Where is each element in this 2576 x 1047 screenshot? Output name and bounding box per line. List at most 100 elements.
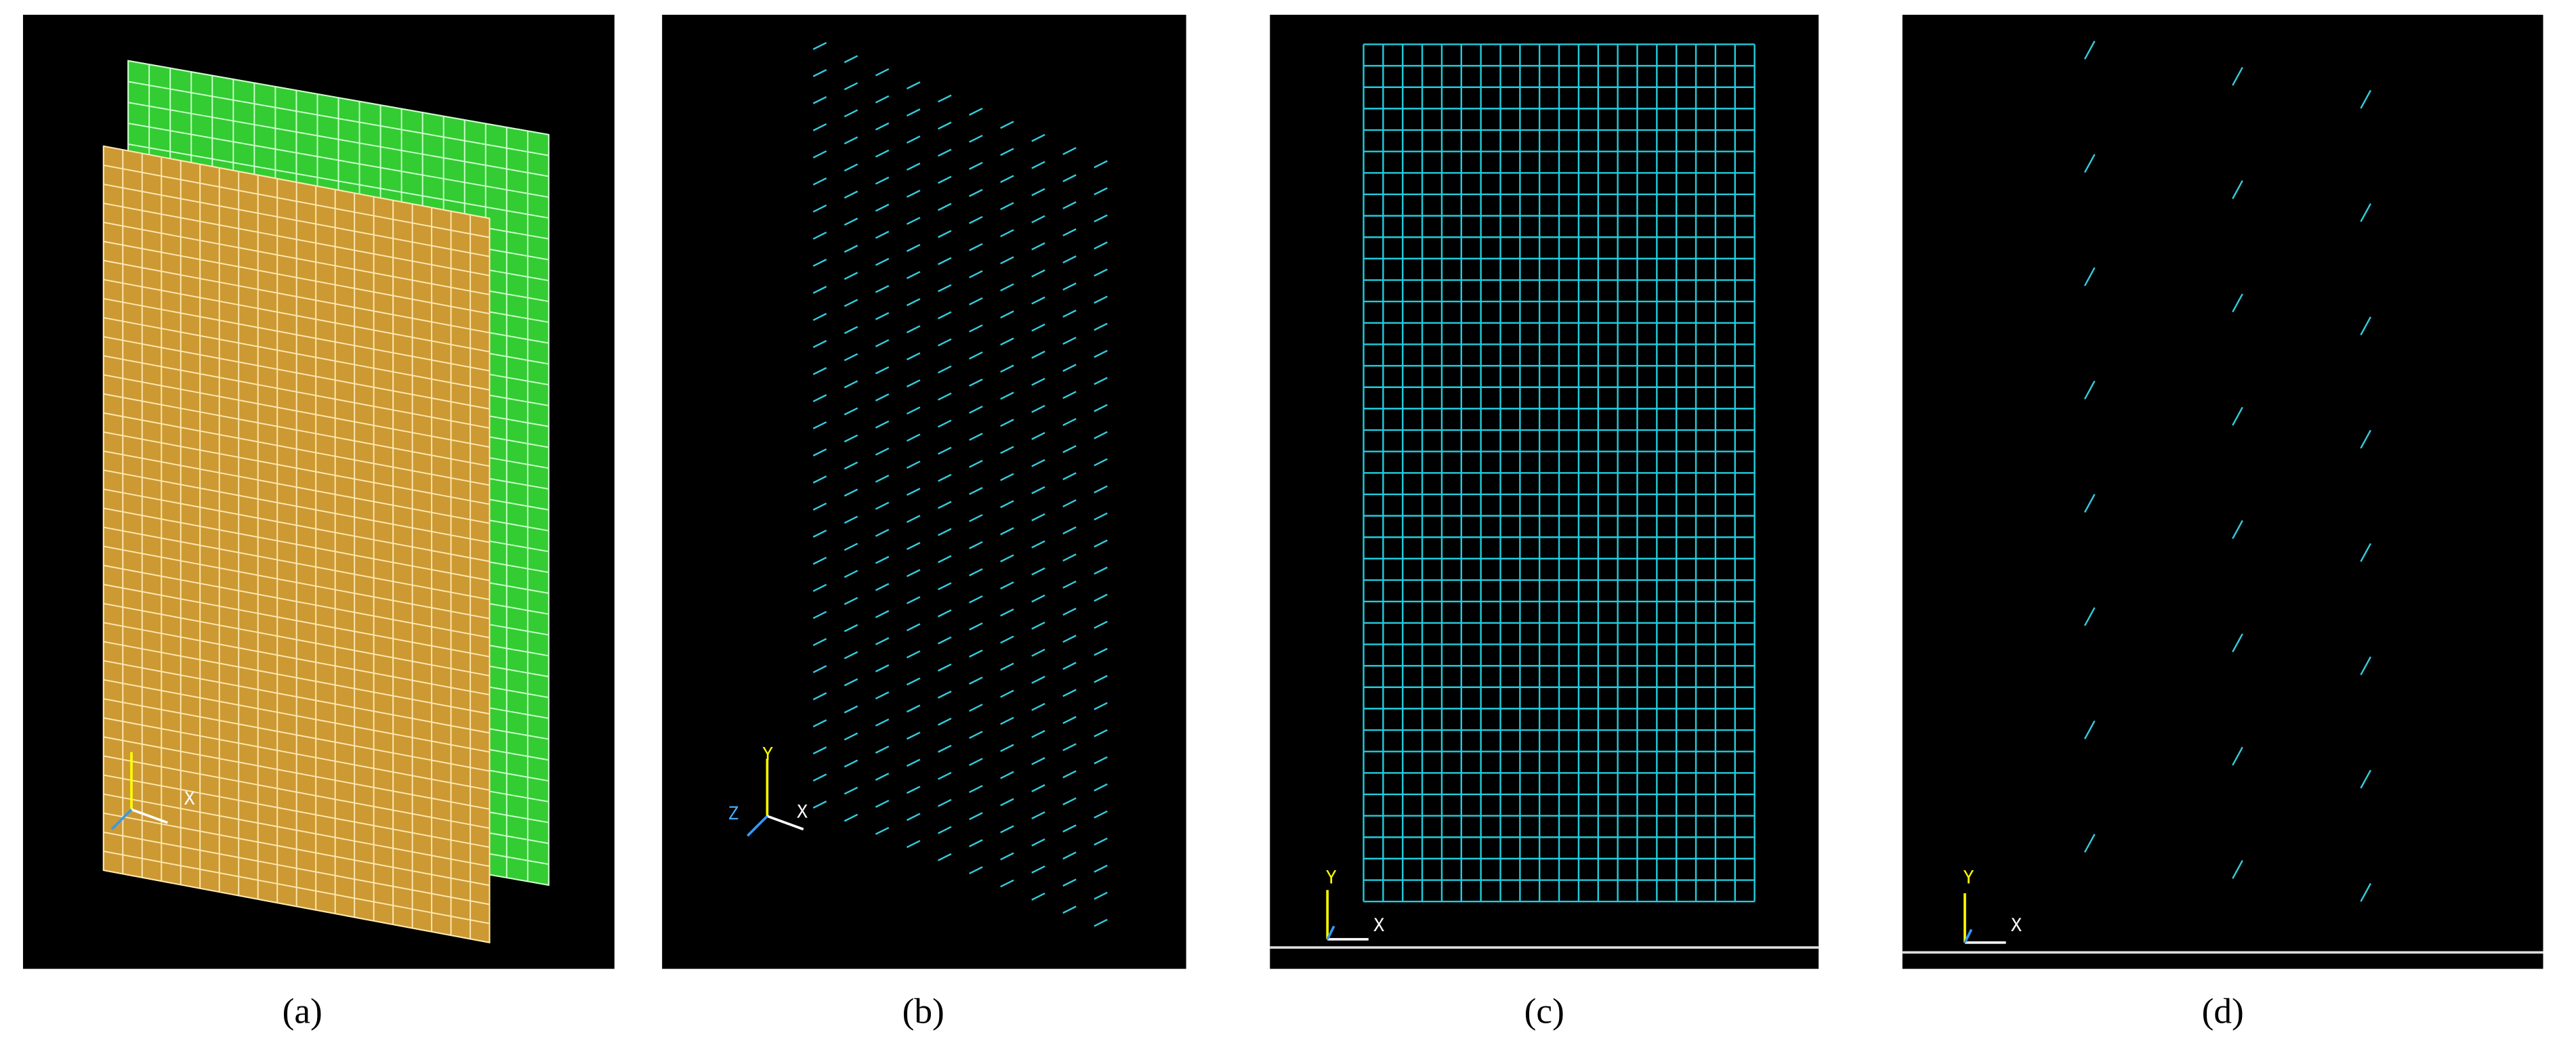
panel-b-bg bbox=[662, 14, 1186, 969]
dash bbox=[1000, 635, 1014, 644]
dash bbox=[937, 446, 952, 455]
dash bbox=[1031, 133, 1045, 142]
dash bbox=[812, 800, 827, 809]
dash bbox=[937, 338, 952, 347]
dash bbox=[1094, 647, 1108, 656]
dash bbox=[812, 530, 827, 538]
dash bbox=[1000, 717, 1014, 725]
mesh-lines bbox=[102, 145, 491, 943]
dash bbox=[1062, 337, 1077, 345]
dash bbox=[2083, 834, 2096, 853]
dash bbox=[1094, 837, 1108, 846]
dash bbox=[1062, 228, 1077, 237]
axis-label: X bbox=[2011, 915, 2022, 936]
dash bbox=[812, 259, 827, 267]
dash bbox=[1094, 214, 1108, 223]
dash bbox=[937, 853, 952, 861]
dash bbox=[2360, 203, 2371, 222]
dash bbox=[844, 461, 858, 470]
dash bbox=[875, 555, 890, 564]
dash bbox=[2360, 543, 2371, 562]
dash bbox=[812, 503, 827, 511]
dash bbox=[875, 68, 890, 77]
dash bbox=[937, 717, 952, 726]
dash bbox=[2232, 859, 2243, 879]
dash bbox=[1031, 188, 1045, 196]
dash bbox=[875, 339, 890, 347]
dash bbox=[1062, 580, 1077, 589]
dash bbox=[1062, 282, 1077, 291]
dash bbox=[844, 488, 858, 497]
dash bbox=[1094, 404, 1108, 412]
dash bbox=[844, 163, 858, 172]
dash bbox=[906, 569, 921, 578]
dash bbox=[1062, 418, 1077, 427]
dash bbox=[1094, 729, 1108, 738]
dash bbox=[844, 55, 858, 64]
dash bbox=[906, 190, 921, 198]
dash bbox=[844, 624, 858, 633]
dash bbox=[1094, 918, 1108, 927]
dash bbox=[812, 394, 827, 402]
dash bbox=[844, 786, 858, 795]
dash bbox=[1094, 539, 1108, 548]
dash bbox=[812, 177, 827, 186]
dash bbox=[1000, 527, 1014, 536]
dash bbox=[875, 691, 890, 700]
dash bbox=[2360, 316, 2371, 336]
dash bbox=[844, 272, 858, 280]
dash bbox=[2232, 520, 2243, 539]
dash bbox=[937, 94, 952, 103]
dash bbox=[2360, 656, 2371, 676]
dash bbox=[1094, 458, 1108, 467]
dash bbox=[1062, 553, 1077, 562]
dash bbox=[1062, 662, 1077, 670]
dash bbox=[1031, 323, 1045, 332]
dash bbox=[812, 68, 827, 77]
dash bbox=[875, 637, 890, 645]
dash bbox=[1000, 256, 1014, 265]
dash bbox=[812, 746, 827, 755]
dash bbox=[1031, 242, 1045, 251]
dash bbox=[969, 270, 983, 278]
dash bbox=[1031, 838, 1045, 847]
dash bbox=[1062, 905, 1077, 914]
dash bbox=[969, 406, 983, 414]
dash bbox=[1031, 431, 1045, 440]
dash bbox=[937, 744, 952, 753]
axis-label: Y bbox=[1964, 867, 1974, 888]
dash bbox=[875, 366, 890, 375]
dash bbox=[2083, 267, 2096, 286]
dash bbox=[906, 840, 921, 849]
dash bbox=[1062, 770, 1077, 779]
dash bbox=[1062, 607, 1077, 616]
dash bbox=[2232, 406, 2243, 426]
dash bbox=[969, 649, 983, 658]
dash bbox=[1094, 756, 1108, 765]
dash bbox=[1094, 431, 1108, 440]
dash bbox=[844, 217, 858, 226]
dash bbox=[969, 324, 983, 333]
dash bbox=[1000, 852, 1014, 861]
dash bbox=[812, 205, 827, 213]
dash bbox=[844, 434, 858, 443]
dash bbox=[1000, 446, 1014, 454]
axis-triad bbox=[746, 815, 768, 837]
dash bbox=[1094, 485, 1108, 494]
dash bbox=[2232, 293, 2243, 313]
caption: (d) bbox=[2202, 991, 2244, 1031]
dash bbox=[937, 365, 952, 374]
dash bbox=[2360, 89, 2371, 109]
dash bbox=[875, 312, 890, 320]
dash bbox=[969, 188, 983, 197]
caption: (b) bbox=[902, 991, 944, 1031]
dash bbox=[906, 704, 921, 713]
dash bbox=[1031, 702, 1045, 711]
dash bbox=[812, 665, 827, 674]
dash bbox=[1062, 743, 1077, 752]
dash bbox=[875, 664, 890, 672]
dash bbox=[2360, 882, 2371, 902]
dash bbox=[969, 839, 983, 848]
dash bbox=[1094, 702, 1108, 710]
dash bbox=[937, 311, 952, 320]
